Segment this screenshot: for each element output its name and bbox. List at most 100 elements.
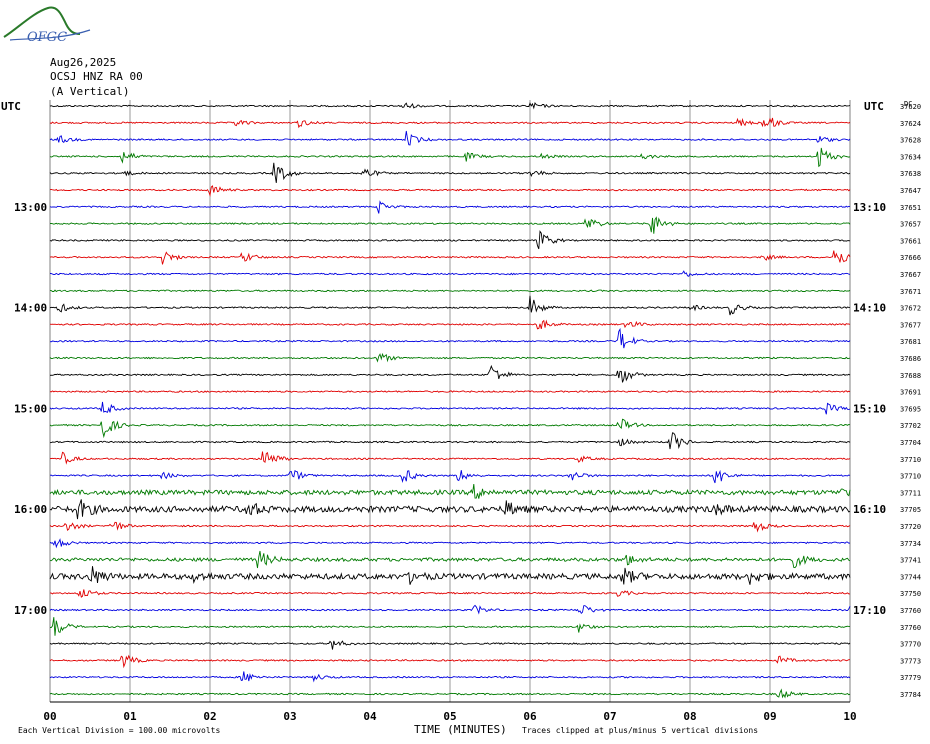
clip-note: Traces clipped at plus/minus 5 vertical … (522, 726, 758, 735)
dc-value: 37691 (900, 389, 921, 397)
trace-21 (49, 451, 851, 465)
right-hour-label: 16:10 (853, 503, 886, 516)
trace-32 (49, 640, 851, 650)
logo: OFGC (3, 6, 91, 45)
left-hour-label: 16:00 (14, 503, 47, 516)
trace-3 (49, 147, 851, 168)
x-tick-label: 05 (443, 710, 456, 723)
x-tick-label: 02 (203, 710, 216, 723)
right-timezone-label: UTC (864, 100, 884, 113)
dc-value: 37710 (900, 456, 921, 464)
left-hour-labels: 13:00 14:00 15:00 16:00 17:00 (14, 201, 47, 617)
trace-17 (49, 390, 851, 393)
dc-value: 37720 (900, 523, 921, 531)
dc-value: 37688 (900, 372, 921, 380)
trace-24 (49, 499, 851, 520)
grid (49, 100, 851, 703)
trace-5 (49, 185, 851, 197)
dc-value: 37666 (900, 254, 921, 262)
trace-22 (49, 469, 851, 484)
dc-value: 37695 (900, 405, 921, 413)
dc-value: 37634 (900, 153, 921, 161)
dc-value: 37686 (900, 355, 921, 363)
trace-28 (49, 566, 851, 585)
trace-10 (49, 270, 851, 277)
left-hour-label: 13:00 (14, 201, 47, 214)
dc-value: 37711 (900, 489, 921, 497)
trace-2 (49, 130, 851, 146)
dc-value: 37677 (900, 321, 921, 329)
trace-20 (49, 432, 851, 450)
dc-value: 37770 (900, 641, 921, 649)
trace-8 (49, 230, 851, 250)
dc-value: 37702 (900, 422, 921, 430)
dc-value: 37760 (900, 607, 921, 615)
left-hour-label: 15:00 (14, 402, 47, 415)
dc-value: 37734 (900, 540, 921, 548)
right-column-unit-label: DC (904, 100, 912, 108)
trace-27 (49, 550, 851, 569)
left-timezone-label: UTC (1, 100, 21, 113)
trace-6 (49, 200, 851, 214)
dc-value: 37704 (900, 439, 921, 447)
station-label: OCSJ HNZ RA 00 (50, 70, 143, 83)
scale-note: Each Vertical Division = 100.00 microvol… (18, 726, 220, 735)
logo-swoosh-icon (3, 6, 81, 38)
trace-25 (49, 521, 851, 533)
trace-29 (49, 589, 850, 598)
logo-swoosh-2-icon (9, 29, 91, 41)
trace-14 (49, 327, 851, 349)
x-tick-label: 10 (843, 710, 856, 723)
trace-13 (49, 319, 851, 330)
date-label: Aug26,2025 (50, 56, 116, 69)
trace-11 (50, 289, 851, 293)
x-tick-label: 06 (523, 710, 537, 723)
dc-value: 37705 (900, 506, 921, 514)
x-tick-label: 03 (283, 710, 296, 723)
dc-value: 37710 (900, 473, 921, 481)
trace-0 (49, 101, 851, 110)
trace-16 (49, 364, 851, 383)
x-axis-ticks: 00 01 02 03 04 05 06 07 08 09 10 (43, 710, 856, 723)
right-hour-label: 13:10 (853, 201, 886, 214)
trace-15 (49, 352, 851, 363)
right-hour-label: 17:10 (853, 604, 886, 617)
trace-23 (49, 484, 851, 499)
dc-value: 37773 (900, 657, 921, 665)
trace-12 (49, 295, 851, 316)
trace-4 (49, 162, 851, 183)
trace-19 (49, 418, 851, 439)
dc-value: 37672 (900, 305, 921, 313)
dc-value: 37638 (900, 170, 921, 178)
trace-35 (49, 688, 851, 699)
logo-text: OFGC (27, 30, 67, 45)
x-tick-label: 07 (603, 710, 616, 723)
x-tick-label: 09 (763, 710, 776, 723)
left-hour-label: 14:00 (14, 302, 47, 315)
x-tick-label: 08 (683, 710, 696, 723)
dc-value: 37620 (900, 103, 921, 111)
right-hour-label: 14:10 (853, 302, 886, 315)
x-tick-label: 04 (363, 710, 377, 723)
dc-value: 37744 (900, 573, 921, 581)
dc-value: 37647 (900, 187, 921, 195)
dc-value: 37750 (900, 590, 921, 598)
dc-value: 37671 (900, 288, 921, 296)
right-hour-labels: 13:10 14:10 15:10 16:10 17:10 (853, 201, 886, 617)
trace-30 (49, 604, 851, 615)
trace-34 (49, 671, 851, 683)
x-axis-label: TIME (MINUTES) (414, 723, 507, 736)
dc-value: 37760 (900, 624, 921, 632)
dc-value: 37661 (900, 237, 921, 245)
dc-value: 37651 (900, 204, 921, 212)
x-tick-label: 01 (123, 710, 137, 723)
dc-value: 37681 (900, 338, 921, 346)
trace-7 (49, 216, 851, 234)
trace-1 (49, 117, 851, 129)
dc-value: 37667 (900, 271, 921, 279)
x-tick-label: 00 (43, 710, 56, 723)
right-hour-label: 15:10 (853, 402, 886, 415)
trace-18 (49, 401, 851, 415)
trace-33 (49, 654, 850, 669)
